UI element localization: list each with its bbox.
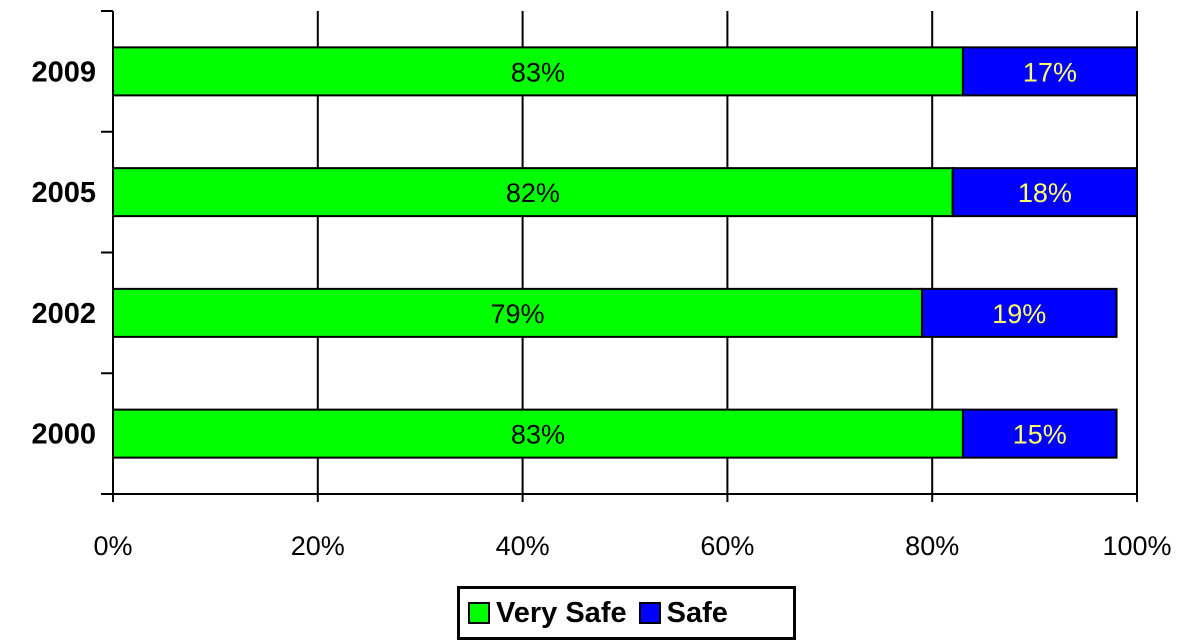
legend-label-safe: Safe [666, 596, 728, 629]
data-label-safe-2000: 15% [1013, 420, 1067, 450]
bar-very-safe-2005 [112, 167, 954, 218]
chart-legend: Very Safe Safe [457, 586, 796, 640]
legend-label-very-safe: Very Safe [496, 596, 627, 629]
x-tick-label-100-: 100% [1102, 531, 1171, 561]
legend-swatch-very-safe [468, 602, 490, 624]
bar-safe-2009 [961, 46, 1138, 97]
data-label-safe-2002: 19% [992, 299, 1046, 329]
data-label-safe-2005: 18% [1018, 178, 1072, 208]
bar-safe-2005 [951, 167, 1138, 218]
legend-swatch-safe [638, 602, 661, 624]
category-label-2000: 2000 [31, 419, 96, 451]
x-tick-label-20-: 20% [291, 531, 345, 561]
category-label-2005: 2005 [31, 177, 96, 209]
category-label-2002: 2002 [31, 298, 96, 330]
bar-very-safe-2009 [112, 46, 964, 97]
data-label-very-safe-2000: 83% [511, 420, 565, 450]
data-label-very-safe-2002: 79% [490, 299, 544, 329]
bar-safe-2000 [961, 408, 1118, 459]
category-label-2009: 2009 [31, 56, 96, 88]
legend-item-safe: Safe [638, 596, 728, 630]
x-tick-label-80-: 80% [905, 531, 959, 561]
data-label-very-safe-2009: 83% [511, 57, 565, 87]
legend-item-very-safe: Very Safe [468, 597, 627, 630]
bar-safe-2002 [920, 287, 1118, 338]
x-tick-label-40-: 40% [496, 531, 550, 561]
x-tick-label-0-: 0% [93, 531, 132, 561]
x-tick-label-60-: 60% [700, 531, 754, 561]
data-label-very-safe-2005: 82% [506, 178, 560, 208]
data-label-safe-2009: 17% [1023, 57, 1077, 87]
